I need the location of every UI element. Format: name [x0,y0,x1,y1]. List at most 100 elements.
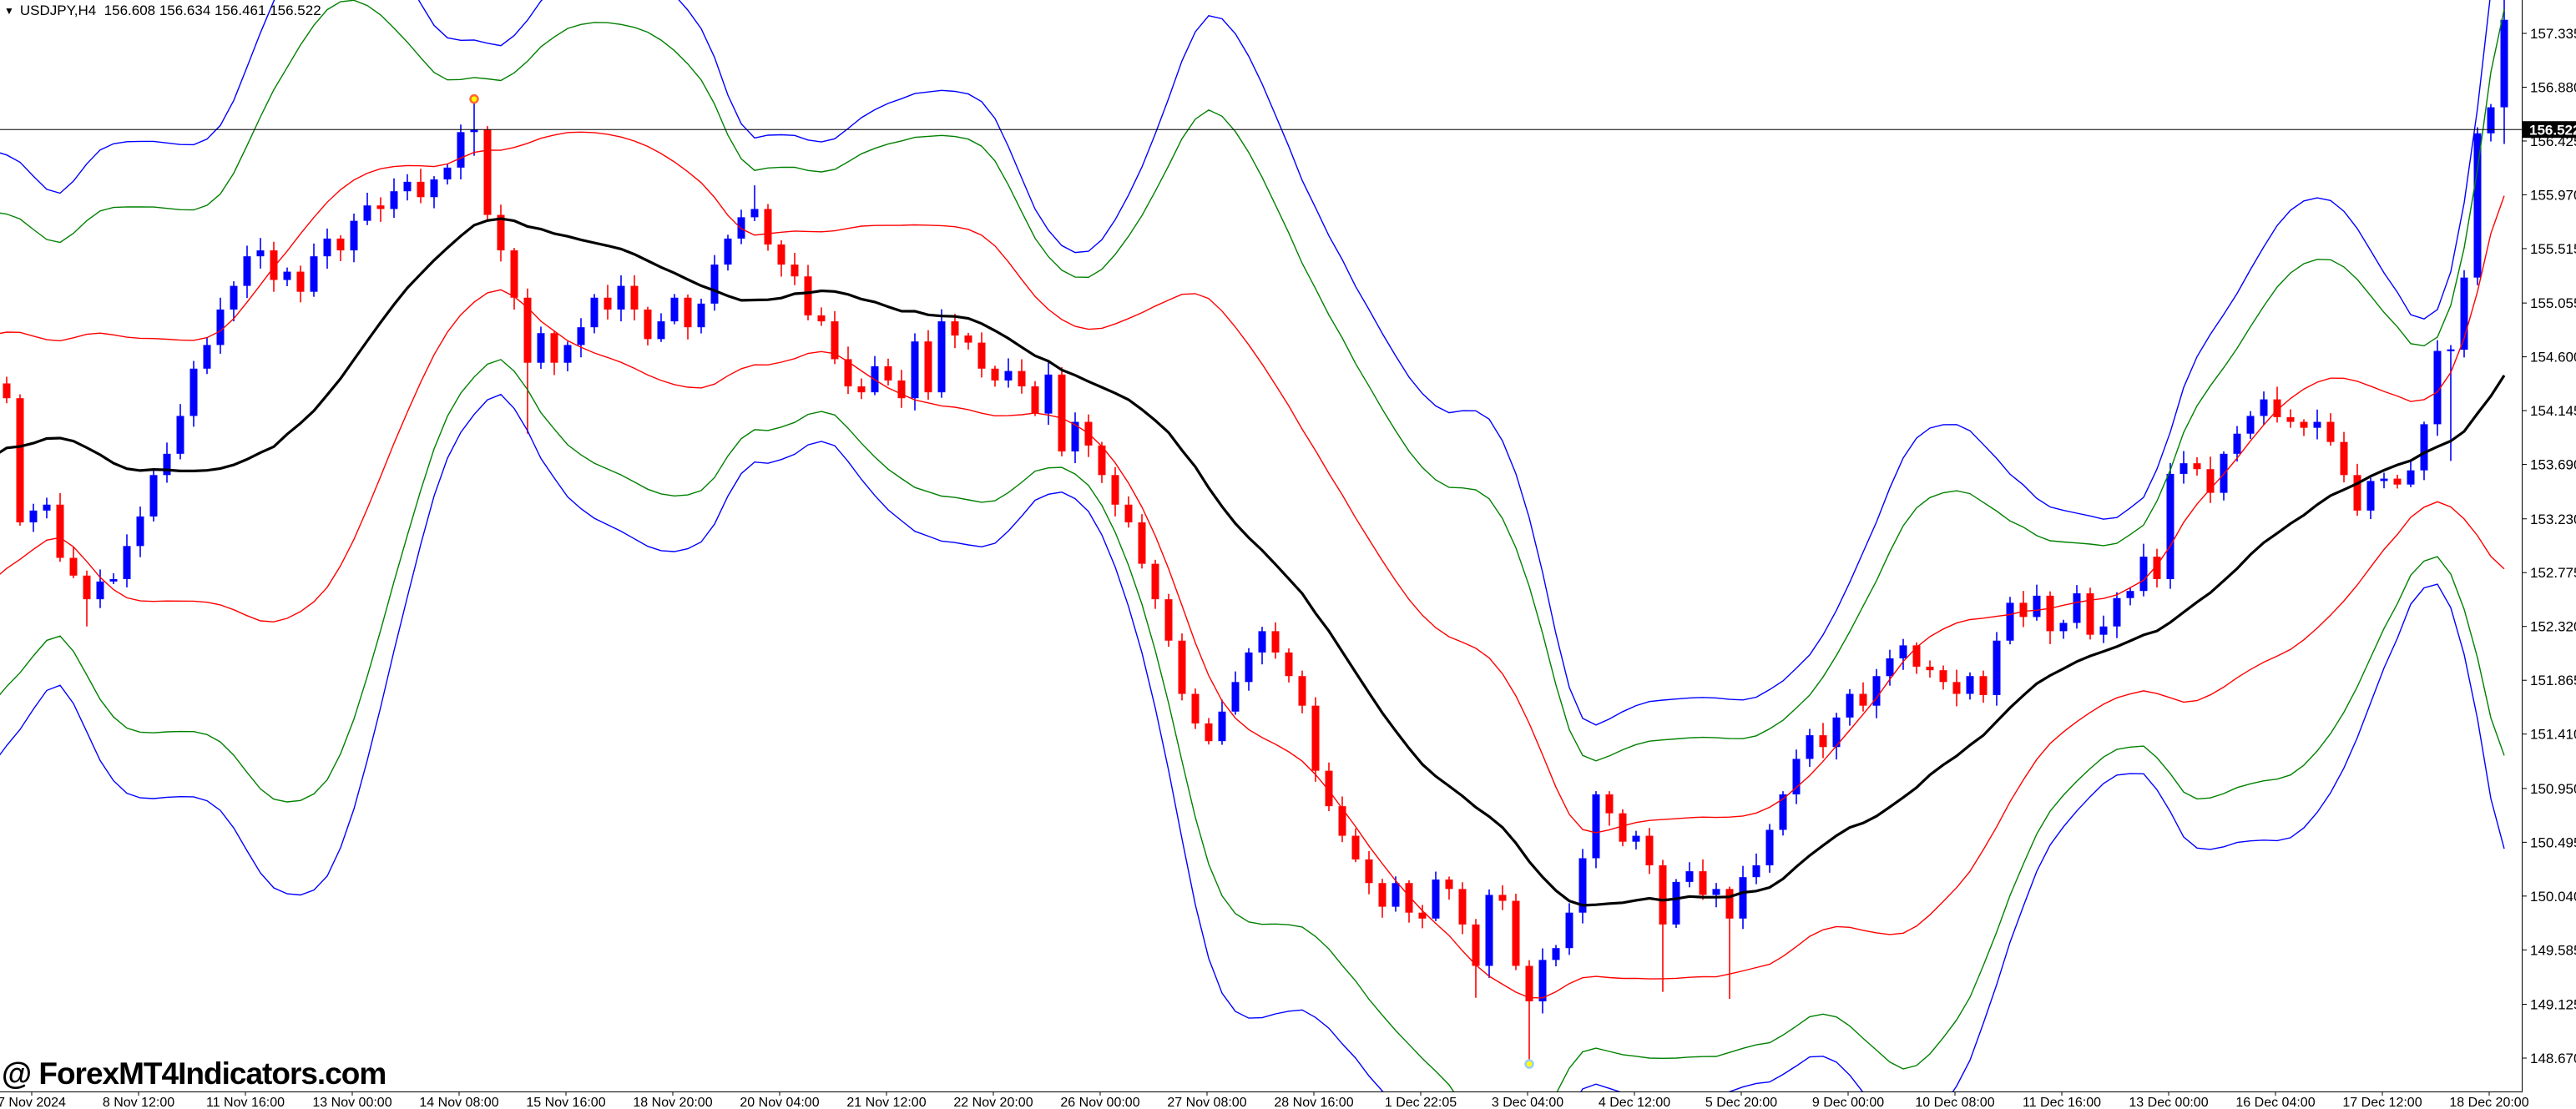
candle-bullish [283,271,291,280]
candle-bullish [937,321,946,393]
price-axis-label: 151.865 [2530,673,2576,688]
candle-bullish [2433,350,2442,425]
candle-bearish [684,297,692,328]
candle-bearish [1512,900,1520,966]
candle-bullish [563,345,572,363]
time-axis-label: 10 Dec 08:00 [1915,1096,1994,1109]
candle-bullish [2033,595,2041,618]
candle-bearish [1285,652,1293,677]
candle-bullish [310,256,318,292]
band-outer-upper [0,0,2491,726]
candle-bearish [2326,421,2335,442]
band-outer-lower [0,393,2505,1091]
candle-bearish [1952,682,1961,694]
candle-bearish [790,265,799,277]
candle-bullish [457,132,465,168]
candle-bullish [2260,399,2268,416]
candle-bearish [764,209,772,244]
candle-bearish [83,575,91,600]
candle-bearish [2193,463,2201,470]
candle-bearish [417,181,425,198]
candle-bullish [2380,478,2388,481]
candle-bullish [1966,676,1974,694]
candle-bearish [2300,421,2308,428]
candle-bearish [1819,735,1827,748]
candle-bullish [2473,133,2482,278]
candle-bullish [43,504,51,511]
candle-bearish [1058,374,1066,451]
time-axis-label: 27 Nov 08:00 [1167,1096,1246,1109]
candle-bullish [1578,858,1587,913]
candle-bearish [1472,924,1480,966]
candle-bullish [243,256,251,286]
candle-bearish [2153,557,2161,580]
watermark: @ ForexMT4Indicators.com [2,1056,386,1091]
current-price-label: 156.522 [2529,123,2576,139]
candle-bearish [777,244,785,265]
candle-bearish [1311,705,1320,771]
time-axis-label: 1 Dec 22:05 [1385,1096,1457,1109]
candle-bullish [1218,711,1226,742]
candle-bullish [2113,597,2121,627]
time-axis-label: 20 Nov 04:00 [740,1096,819,1109]
candle-bearish [844,359,852,387]
candle-bullish [189,368,198,416]
candle-bearish [1458,889,1467,925]
candle-bullish [1899,645,1907,658]
candle-bearish [296,271,305,292]
candle-bullish [256,250,265,257]
candle-bearish [831,321,839,360]
candle-bullish [1004,371,1013,381]
candle-bearish [1405,883,1413,913]
time-axis-label: 8 Nov 12:00 [103,1096,174,1109]
current-price-box [2523,121,2576,139]
time-axis-label: 14 Nov 08:00 [419,1096,498,1109]
candle-bullish [1712,889,1720,895]
candle-bullish [363,205,371,221]
buy-signal-marker [1524,1059,1534,1069]
candle-bullish [430,179,438,198]
band-inner-lower [0,289,2505,999]
candle-bullish [1886,658,1894,677]
candle-bearish [1178,640,1186,694]
candle-bullish [350,220,358,251]
candle-bearish [1619,813,1627,842]
candle-bearish [1111,475,1119,505]
candle-bullish [390,191,398,209]
candle-bearish [924,341,932,393]
symbol-dropdown-icon[interactable]: ▼ [4,4,14,17]
candle-bearish [1271,631,1280,653]
price-axis-label: 154.145 [2530,403,2576,419]
price-axis-label: 148.670 [2530,1051,2576,1066]
candle-bullish [2073,593,2081,623]
candle-bearish [964,335,972,343]
time-axis-label: 4 Dec 12:00 [1599,1096,1670,1109]
candle-bullish [1632,835,1640,842]
candle-bearish [1445,880,1453,890]
candle-bearish [1725,889,1734,919]
candle-bullish [2447,349,2455,351]
candle-bearish [1979,676,1988,695]
candle-bullish [230,285,238,310]
candle-bearish [270,250,278,280]
candle-bearish [1098,445,1106,476]
band-mid-upper [0,0,2505,762]
candle-bearish [951,321,959,336]
candle-bearish [991,368,999,381]
time-axis-label: 21 Nov 12:00 [846,1096,926,1109]
candle-bullish [1739,877,1747,919]
candle-bearish [550,333,558,363]
time-axis-label: 15 Nov 16:00 [526,1096,605,1109]
candle-bearish [1699,871,1707,895]
price-axis-label: 150.950 [2530,781,2576,797]
candle-bullish [2099,626,2108,635]
candle-bearish [376,205,385,209]
sell-signal-marker [469,93,479,104]
candle-bullish [911,341,919,399]
candle-bullish [1752,865,1760,878]
time-axis-label: 13 Nov 00:00 [312,1096,391,1109]
candle-bullish [1672,881,1680,925]
candle-bullish [2500,19,2508,108]
